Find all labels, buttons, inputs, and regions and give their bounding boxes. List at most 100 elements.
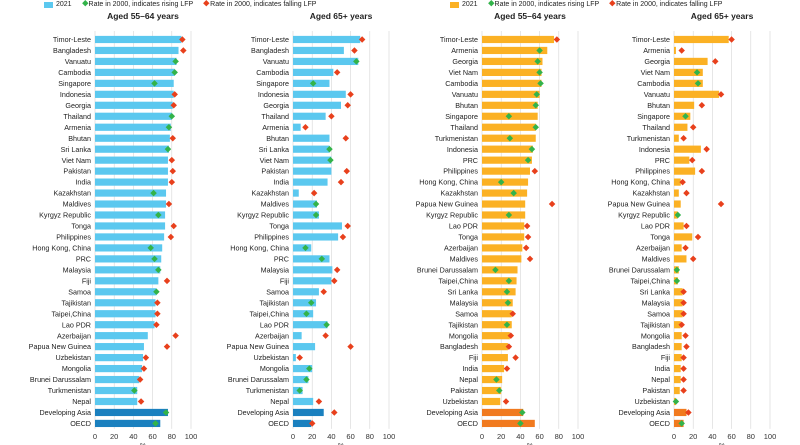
tick-label: 40 <box>129 432 137 441</box>
marker-2000 <box>151 80 158 87</box>
bar <box>482 321 512 329</box>
marker-2000 <box>153 321 160 328</box>
marker-2000 <box>673 266 681 274</box>
bar <box>674 101 695 109</box>
category-label: Developing Asia <box>39 408 91 417</box>
category-label: Brunei Darussalam <box>228 375 289 384</box>
category-label: Turkmenistan <box>627 134 670 143</box>
marker-2000 <box>524 233 532 241</box>
category-label: Hong Kong, China <box>611 178 670 187</box>
marker-2000 <box>318 255 326 263</box>
bar <box>674 112 691 120</box>
bar <box>293 277 332 285</box>
category-label: Tonga <box>269 222 289 231</box>
marker-2000 <box>680 288 687 296</box>
bar <box>293 211 319 219</box>
marker-2000 <box>683 189 690 197</box>
marker-2000 <box>137 398 145 405</box>
marker-2000 <box>717 91 725 98</box>
marker-2000 <box>505 277 513 285</box>
marker-2000 <box>717 200 725 208</box>
bar <box>674 123 688 131</box>
marker-2000 <box>682 332 689 339</box>
legend-women: 2021 Rate in 2000, indicates rising LFP … <box>450 0 722 10</box>
chart-men-55-64: Aged 55–64 years 0 20 40 60 80 100% Timor-Leste… <box>29 11 198 445</box>
category-label: OECD <box>70 419 91 428</box>
bar <box>95 332 148 340</box>
bar <box>95 419 161 428</box>
category-label: Cambodia <box>637 79 670 88</box>
marker-2000 <box>320 288 327 296</box>
bar <box>95 408 168 417</box>
category-label: Vanuatu <box>263 57 289 66</box>
marker-2000 <box>302 244 309 252</box>
bar <box>95 79 174 87</box>
bar <box>674 244 682 252</box>
category-label: Maldives <box>642 254 671 263</box>
category-label: Kazakhstan <box>251 189 289 198</box>
bar <box>482 200 526 208</box>
marker-2000 <box>167 233 175 241</box>
category-label: India <box>462 364 478 373</box>
marker-2000 <box>308 420 316 427</box>
bar <box>674 408 687 417</box>
category-label: Sri Lanka <box>448 287 478 296</box>
bar <box>95 244 163 252</box>
category-label: Lao PDR <box>62 320 91 329</box>
bar <box>482 211 526 219</box>
marker-2000 <box>337 178 345 186</box>
category-label: Hong Kong, China <box>230 244 289 253</box>
category-label: Georgia <box>263 101 289 110</box>
category-label: Timor-Leste <box>53 35 91 44</box>
tick-label: 0 <box>93 432 97 441</box>
category-label: OECD <box>268 419 289 428</box>
category-label: Kyrgyz Republic <box>426 211 478 220</box>
tick-label: 100 <box>383 432 396 441</box>
marker-2000 <box>326 145 333 153</box>
marker-2000 <box>327 156 334 164</box>
category-label: Viet Nam <box>641 68 670 77</box>
marker-2000 <box>172 58 179 65</box>
category-label: Developing Asia <box>426 408 478 417</box>
category-label: Tonga <box>458 233 478 242</box>
tick-label: 0 <box>291 432 295 441</box>
tick-label: 20 <box>110 432 118 441</box>
category-label: Tonga <box>71 222 91 231</box>
category-label: Tajikistan <box>259 298 289 307</box>
bar <box>482 255 522 263</box>
category-label: PRC <box>76 254 91 263</box>
bar <box>293 408 324 417</box>
bar <box>95 375 140 384</box>
category-label: Samoa <box>455 309 478 318</box>
category-label: Maldives <box>63 200 92 209</box>
marker-2000 <box>728 36 735 43</box>
category-label: Samoa <box>266 287 289 296</box>
category-label: Malaysia <box>642 298 670 307</box>
marker-2000 <box>497 178 505 186</box>
marker-2000 <box>312 211 320 219</box>
category-label: Pakistan <box>63 167 91 176</box>
category-label: Kazakhstan <box>440 189 478 198</box>
bar <box>674 57 708 66</box>
bar <box>482 364 505 373</box>
category-label: Indonesia <box>258 90 289 99</box>
category-label: Indonesia <box>60 90 91 99</box>
marker-2000 <box>302 123 309 131</box>
marker-2000 <box>503 288 511 296</box>
category-label: Papua New Guinea <box>416 200 478 209</box>
bar <box>674 321 681 329</box>
category-label: Hong Kong, China <box>419 178 478 187</box>
category-label: Cambodia <box>58 68 91 77</box>
marker-2000 <box>503 321 511 328</box>
bar <box>95 277 159 285</box>
bar <box>482 57 543 66</box>
marker-2000 <box>679 178 686 186</box>
category-label: Tonga <box>650 233 670 242</box>
category-label: Azerbaijan <box>57 331 91 340</box>
marker-2000 <box>147 244 154 252</box>
marker-2000 <box>548 200 556 208</box>
bar <box>482 68 542 76</box>
bar <box>293 332 302 340</box>
bar <box>95 101 173 109</box>
